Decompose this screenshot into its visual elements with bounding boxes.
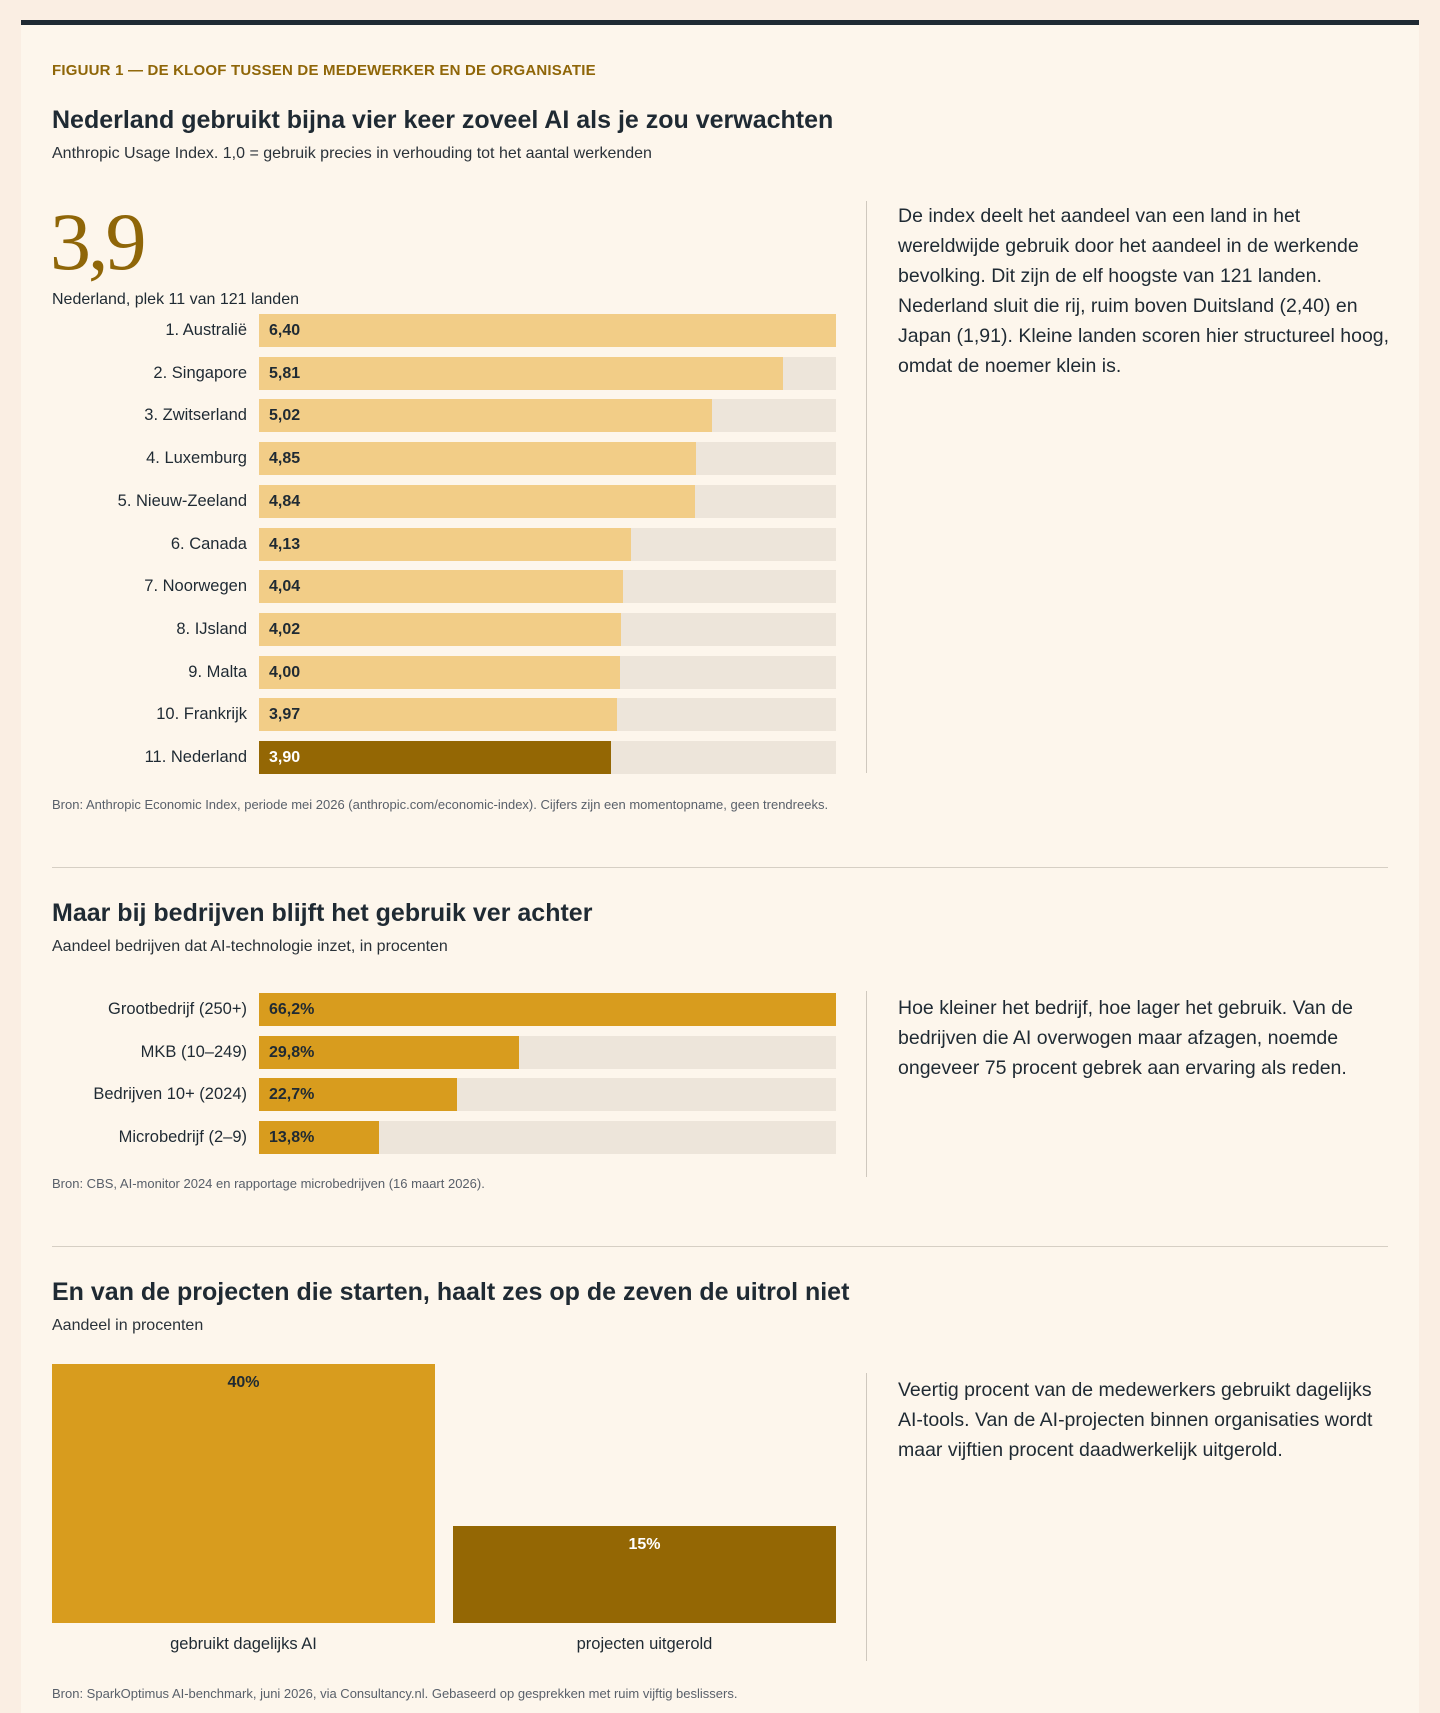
bar-value-label: 4,00: [269, 663, 301, 681]
bar-category-label: 1. Australië: [165, 321, 247, 339]
bar: 4,84: [259, 484, 696, 518]
section1-title: Nederland gebruikt bijna vier keer zovee…: [52, 106, 834, 134]
column-value-label: 40%: [227, 1374, 260, 1391]
column-category-label: projecten uitgerold: [576, 1635, 713, 1653]
bar-track: 66,2%: [259, 993, 836, 1026]
bar-track: 5,02: [259, 399, 836, 433]
section2-note: Hoe kleiner het bedrijf, hoe lager het g…: [898, 997, 1353, 1079]
bar-value-label: 29,8%: [269, 1043, 315, 1061]
bar-value-label: 4,04: [269, 578, 301, 596]
bar: 4,13: [259, 527, 632, 561]
section-separator-2: [52, 1246, 1388, 1247]
bar: 6,40: [259, 314, 836, 347]
column-value-label: 15%: [628, 1535, 661, 1553]
bar-category-label: Bedrijven 10+ (2024): [93, 1085, 247, 1104]
section1-source: Bron: Anthropic Economic Index, periode …: [52, 797, 829, 812]
section2-subtitle: Aandeel bedrijven dat AI-technologie inz…: [52, 938, 448, 955]
bar-track: 3,97: [259, 698, 836, 732]
section1-note: De index deelt het aandeel van een land …: [898, 205, 1390, 377]
bar-value-label: 4,02: [269, 620, 301, 638]
bar-track: 4,13: [259, 527, 836, 561]
bar-category-label: MKB (10–249): [140, 1042, 247, 1061]
bar: 66,2%: [259, 993, 836, 1026]
column-category-label: gebruikt dagelijks AI: [170, 1635, 317, 1653]
bar: 4,00: [259, 655, 620, 689]
column-bar: 40%: [52, 1364, 435, 1623]
column-bar: 15%: [453, 1525, 836, 1623]
bar: 29,8%: [259, 1035, 519, 1069]
bar-value-label: 66,2%: [269, 1001, 315, 1018]
bar-track: 4,00: [259, 655, 836, 689]
section-separator-1: [52, 867, 1388, 868]
bar-category-label: 10. Frankrijk: [156, 705, 247, 724]
figure-label: FIGUUR 1 — DE KLOOF TUSSEN DE MEDEWERKER…: [52, 62, 596, 79]
bar-value-label: 5,02: [269, 407, 301, 425]
bar-category-label: 6. Canada: [170, 534, 247, 553]
figure-card: FIGUUR 1 — DE KLOOF TUSSEN DE MEDEWERKER…: [21, 20, 1419, 1713]
bar-value-label: 3,97: [269, 706, 301, 724]
bar-track: 29,8%: [259, 1035, 836, 1069]
bar-highlight: 3,90: [259, 741, 611, 774]
bar-category-label: 7. Noorwegen: [144, 577, 247, 596]
bar-category-label: Microbedrijf (2–9): [118, 1128, 247, 1147]
bar-track: 6,40: [259, 314, 836, 347]
bar-track: 4,04: [259, 570, 836, 604]
section3-note: Veertig procent van de medewerkers gebru…: [898, 1379, 1373, 1461]
bar-category-label: 4. Luxemburg: [146, 449, 247, 468]
bar-category-label: 8. IJsland: [176, 619, 247, 638]
bar-category-label: 9. Malta: [188, 662, 247, 681]
bar-category-label: Grootbedrijf (250+): [108, 1000, 247, 1018]
section1-subtitle: Anthropic Usage Index. 1,0 = gebruik pre…: [52, 145, 652, 162]
bar-track: 4,84: [259, 484, 836, 518]
bar-category-label: 5. Nieuw-Zeeland: [117, 491, 247, 510]
big-number-label: Nederland, plek 11 van 121 landen: [52, 291, 299, 308]
section1-divider: [866, 201, 867, 773]
bar-category-label: 2. Singapore: [153, 363, 247, 382]
bar: 13,8%: [259, 1121, 380, 1155]
section2-source: Bron: CBS, AI-monitor 2024 en rapportage…: [52, 1176, 485, 1191]
bar-value-label: 13,8%: [269, 1129, 315, 1147]
bar: 5,81: [259, 356, 783, 390]
section3-subtitle: Aandeel in procenten: [52, 1317, 204, 1334]
section2-title: Maar bij bedrijven blijft het gebruik ve…: [52, 899, 593, 927]
bar: 4,02: [259, 612, 622, 646]
bar: 3,97: [259, 698, 617, 732]
bar-track: 4,85: [259, 442, 836, 476]
bar: 4,85: [259, 442, 697, 476]
bar-track: 3,90: [259, 741, 836, 774]
bar: 4,04: [259, 570, 624, 604]
section3-source: Bron: SparkOptimus AI-benchmark, juni 20…: [52, 1686, 738, 1701]
bar-track: 22,7%: [259, 1078, 836, 1112]
section2-divider: [866, 991, 867, 1177]
bar: 5,02: [259, 399, 712, 433]
bar-value-label: 5,81: [269, 364, 301, 382]
bar-track: 5,81: [259, 356, 836, 390]
bar-value-label: 4,13: [269, 535, 301, 553]
bar-value-label: 4,85: [269, 450, 301, 468]
bar-track: 4,02: [259, 612, 836, 646]
bar-value-label: 4,84: [269, 492, 301, 510]
section3-title: En van de projecten die starten, haalt z…: [52, 1278, 850, 1306]
bar-value-label: 6,40: [269, 322, 301, 339]
bar-value-label: 22,7%: [269, 1086, 315, 1104]
bar-value-label: 3,90: [269, 749, 301, 766]
bar-category-label: 3. Zwitserland: [144, 406, 247, 425]
big-number: 3,9: [50, 196, 146, 287]
section3-divider: [866, 1373, 867, 1661]
bar: 22,7%: [259, 1078, 457, 1112]
bar-category-label: 11. Nederland: [144, 748, 247, 766]
bar-track: 13,8%: [259, 1121, 836, 1155]
